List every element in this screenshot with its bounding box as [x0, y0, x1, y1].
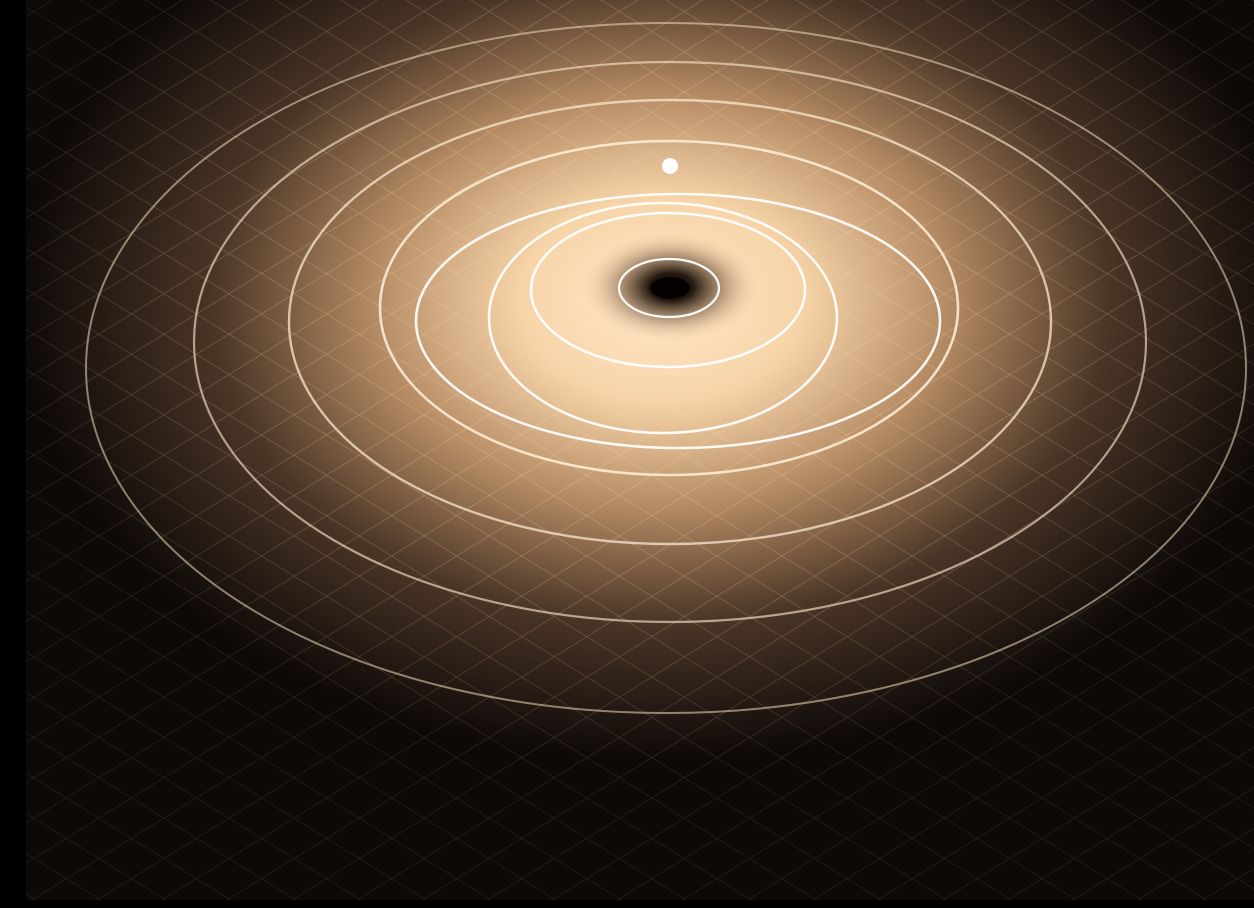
central-mass	[650, 277, 690, 299]
orbit-illustration	[26, 0, 1254, 900]
spacetime-grid	[26, 0, 1254, 900]
orbit-ring-3	[487, 201, 839, 435]
orbit-ring-7	[192, 60, 1148, 624]
orbit-ring-2	[529, 211, 807, 369]
orbit-ring-6	[287, 98, 1053, 546]
orbit-ring-1	[617, 257, 721, 319]
orbiting-body	[662, 158, 678, 174]
orbit-ring-5	[378, 139, 960, 477]
orbit-ring-4	[414, 192, 942, 450]
orbit-rings	[85, 22, 1247, 714]
orbital-scene	[26, 0, 1254, 900]
orbit-ring-8	[85, 22, 1247, 714]
